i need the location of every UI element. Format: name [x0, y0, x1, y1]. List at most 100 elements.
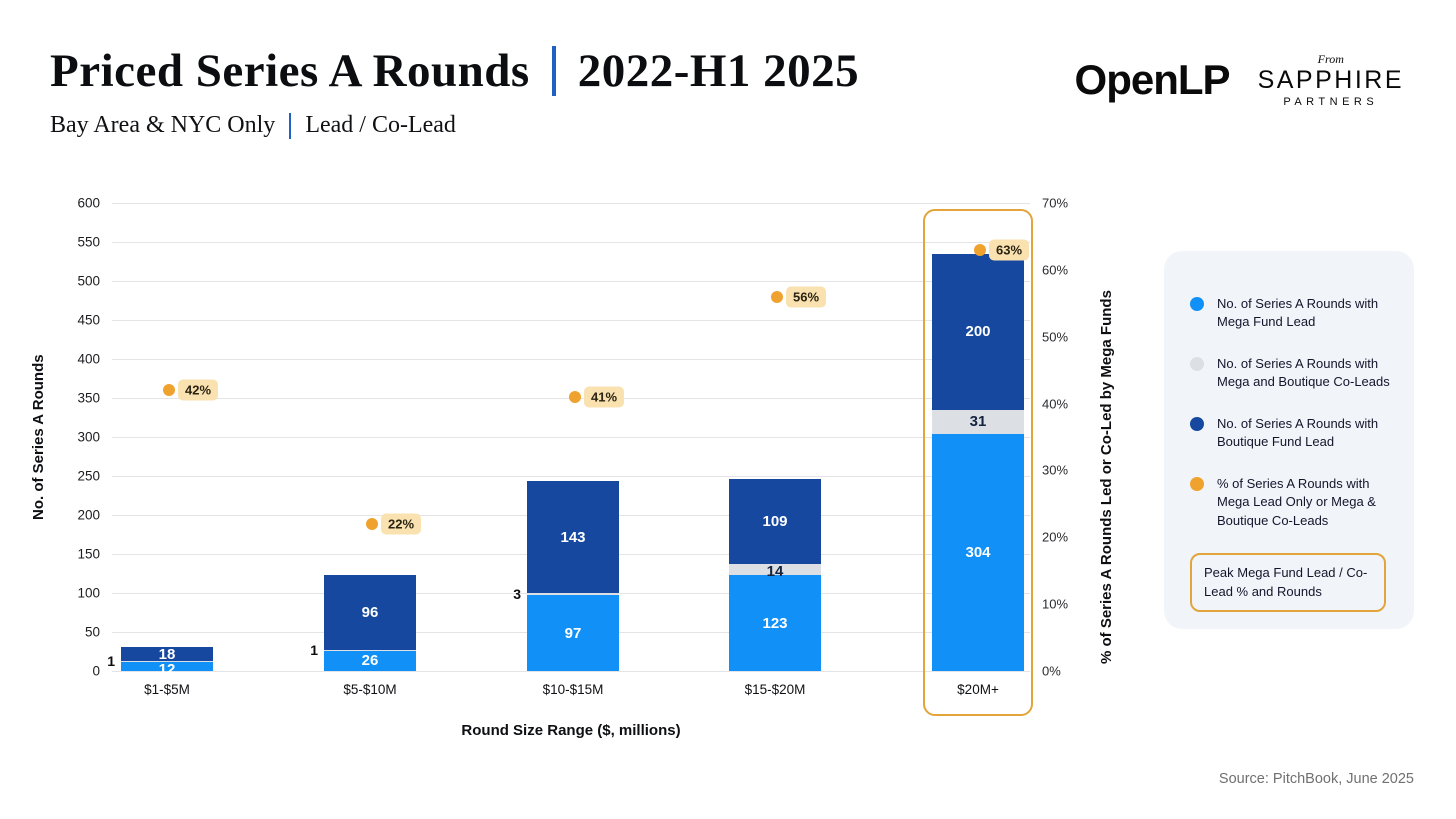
bar-value-label: 96 — [361, 603, 379, 621]
legend-item-label: No. of Series A Rounds with Mega Fund Le… — [1217, 296, 1379, 330]
legend-item: No. of Series A Rounds with Mega Fund Le… — [1190, 295, 1390, 332]
header: Priced Series A Rounds 2022-H1 2025 Bay … — [50, 44, 859, 139]
y-axis-tick-right: 10% — [1042, 596, 1069, 612]
legend-item: No. of Series A Rounds with Mega and Bou… — [1190, 355, 1390, 392]
bar-segment-mega-lead: 26 — [324, 650, 416, 671]
percent-dot — [163, 384, 175, 397]
bar-value-label-outside: 3 — [513, 586, 521, 603]
legend-callout: Peak Mega Fund Lead / Co-Lead % and Roun… — [1190, 553, 1386, 612]
y-axis-tick-left: 0 — [92, 663, 100, 679]
bar-segment-mega-lead: 97 — [527, 595, 619, 671]
bar-value-label: 31 — [969, 413, 987, 431]
page-title-right: 2022-H1 2025 — [577, 45, 860, 97]
legend-dot — [1190, 297, 1204, 311]
y-axis-tick-left: 600 — [77, 195, 100, 211]
bar-value-label-outside: 1 — [107, 653, 115, 670]
y-axis-tick-left: 100 — [77, 585, 100, 601]
y-axis-tick-right: 20% — [1042, 529, 1069, 545]
openlp-logo: OpenLP — [1074, 56, 1231, 103]
gridline — [112, 203, 1030, 204]
y-axis-tick-right: 60% — [1042, 262, 1069, 278]
bar-segment-boutique-lead: 96 — [324, 575, 416, 650]
bar-value-label: 304 — [965, 543, 991, 561]
y-axis-title-right: % of Series A Rounds Led or Co-Led by Me… — [1098, 290, 1115, 664]
gridline — [112, 437, 1030, 438]
legend-panel: No. of Series A Rounds with Mega Fund Le… — [1164, 251, 1414, 629]
bar-value-label: 12 — [158, 660, 176, 678]
page-title: Priced Series A Rounds 2022-H1 2025 — [50, 44, 859, 98]
percent-label: 56% — [786, 286, 827, 308]
percent-dot — [366, 517, 378, 530]
bar-value-label: 97 — [564, 624, 582, 642]
y-axis-tick-right: 30% — [1042, 462, 1069, 478]
highlight-box — [923, 209, 1033, 716]
page-subtitle: Bay Area & NYC Only Lead / Co-Lead — [50, 112, 859, 139]
bar-value-label: 200 — [965, 323, 991, 341]
gridline — [112, 359, 1030, 360]
bar-segment-mega-lead: 304 — [932, 433, 1024, 671]
percent-label: 41% — [584, 386, 625, 408]
gridline — [112, 320, 1030, 321]
y-axis-tick-left: 550 — [77, 234, 100, 250]
bar-value-label: 109 — [762, 513, 788, 531]
bar-segment-co-leads — [121, 660, 213, 662]
percent-dot — [569, 390, 581, 403]
bar-segment-co-leads — [527, 593, 619, 596]
y-axis-tick-right: 40% — [1042, 396, 1069, 412]
y-axis-tick-left: 150 — [77, 546, 100, 562]
y-axis-tick-left: 300 — [77, 429, 100, 445]
percent-label: 63% — [989, 239, 1030, 261]
sapphire-partners-text: PARTNERS — [1283, 96, 1379, 108]
category-label: $1-$5M — [144, 682, 190, 697]
y-axis-tick-left: 500 — [77, 273, 100, 289]
title-divider — [551, 46, 556, 96]
bar-segment-boutique-lead: 18 — [121, 645, 213, 663]
sapphire-name-text: SAPPHIRE — [1257, 66, 1404, 94]
logos: OpenLP From SAPPHIRE PARTNERS — [1075, 52, 1404, 108]
bar-value-label: 14 — [766, 563, 784, 581]
category-label: $20M+ — [957, 682, 999, 697]
bar-segment-co-leads: 14 — [729, 564, 821, 579]
bar-value-label: 123 — [762, 614, 788, 632]
bar-segment-boutique-lead: 109 — [729, 479, 821, 565]
legend-dot — [1190, 416, 1204, 431]
percent-label: 22% — [381, 513, 422, 535]
bar-segment-co-leads: 31 — [932, 409, 1024, 434]
y-axis-tick-right: 50% — [1042, 329, 1069, 345]
sapphire-partners-logo: From SAPPHIRE PARTNERS — [1258, 52, 1404, 108]
category-label: $15-$20M — [744, 682, 806, 697]
category-label: $10-$15M — [542, 682, 604, 697]
sapphire-from-text: From — [1317, 52, 1344, 66]
bar-value-label: 26 — [361, 652, 379, 670]
bar-segment-mega-lead: 123 — [729, 575, 821, 671]
y-axis-tick-right: 0% — [1042, 663, 1061, 679]
y-axis-tick-left: 450 — [77, 312, 100, 328]
page-title-left: Priced Series A Rounds — [50, 45, 530, 97]
legend-dot — [1190, 356, 1204, 371]
y-axis-tick-right: 70% — [1042, 195, 1069, 211]
legend-items: No. of Series A Rounds with Mega Fund Le… — [1190, 295, 1390, 530]
bar-segment-co-leads — [324, 649, 416, 651]
bar-segment-mega-lead: 12 — [121, 661, 213, 677]
gridline — [112, 671, 1030, 672]
source-text: Source: PitchBook, June 2025 — [1218, 771, 1414, 787]
gridline — [112, 476, 1030, 477]
subtitle-left: Bay Area & NYC Only — [50, 112, 276, 138]
y-axis-tick-left: 50 — [84, 624, 100, 640]
bar-value-label: 143 — [560, 528, 586, 546]
subtitle-right: Lead / Co-Lead — [305, 112, 456, 138]
legend-item-label: % of Series A Rounds with Mega Lead Only… — [1217, 475, 1376, 528]
bar-segment-boutique-lead: 200 — [932, 253, 1024, 410]
x-axis-title: Round Size Range ($, millions) — [461, 722, 681, 739]
legend-item-label: No. of Series A Rounds with Boutique Fun… — [1217, 415, 1379, 450]
bar-value-label: 18 — [158, 645, 176, 663]
legend-item: No. of Series A Rounds with Boutique Fun… — [1190, 415, 1390, 452]
bar-segment-boutique-lead: 143 — [527, 481, 619, 593]
gridline — [112, 281, 1030, 282]
percent-dot — [974, 243, 986, 256]
gridline — [112, 242, 1030, 243]
category-label: $5-$10M — [343, 682, 397, 697]
bar-value-label-outside: 1 — [310, 642, 318, 659]
legend-item-label: No. of Series A Rounds with Mega and Bou… — [1217, 355, 1390, 390]
